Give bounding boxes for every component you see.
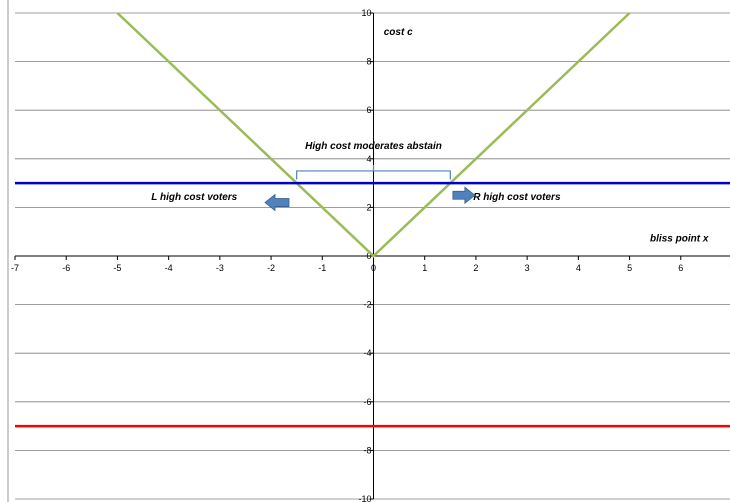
series-lines [15,12,730,428]
y-tick-label: 8 [366,57,371,67]
x-tick-label: 2 [473,263,478,273]
y-tick-label: 0 [366,251,371,261]
x-tick-label: -7 [11,263,19,273]
x-tick-label: -5 [113,263,121,273]
y-tick-label: 10 [361,8,371,18]
x-axis-label: bliss point x [650,233,709,244]
annotation-label: L high cost voters [151,192,237,203]
x-tick-label: 6 [678,263,683,273]
series-line [116,12,631,258]
y-tick-label: 2 [366,202,371,212]
y-tick-label: -2 [363,300,371,310]
x-tick-label: -3 [216,263,224,273]
x-tick-label: 4 [576,263,581,273]
y-tick-label: 4 [366,154,371,164]
x-tick-label: -4 [165,263,173,273]
x-tick-label: 5 [627,263,632,273]
annotation-label: High cost moderates abstain [305,141,442,152]
y-tick-label: 6 [366,105,371,115]
x-tick-label: -1 [318,263,326,273]
x-tick-label: -2 [267,263,275,273]
x-tick-label: -6 [62,263,70,273]
y-tick-label: -10 [358,494,371,502]
y-tick-label: -4 [363,348,371,358]
y-axis-label: cost c [384,27,413,38]
y-tick-label: -8 [363,445,371,455]
arrow-right-icon [452,186,476,205]
x-tick-label: 1 [422,263,427,273]
annotations: High cost moderates abstain L high cost v… [151,141,561,212]
x-tick-label: 3 [525,263,530,273]
annotation-label: R high cost voters [473,192,561,203]
y-tick-label: -6 [363,397,371,407]
arrow-left-icon [264,193,290,212]
bracket [296,164,451,180]
x-tick-label: 0 [371,263,376,273]
